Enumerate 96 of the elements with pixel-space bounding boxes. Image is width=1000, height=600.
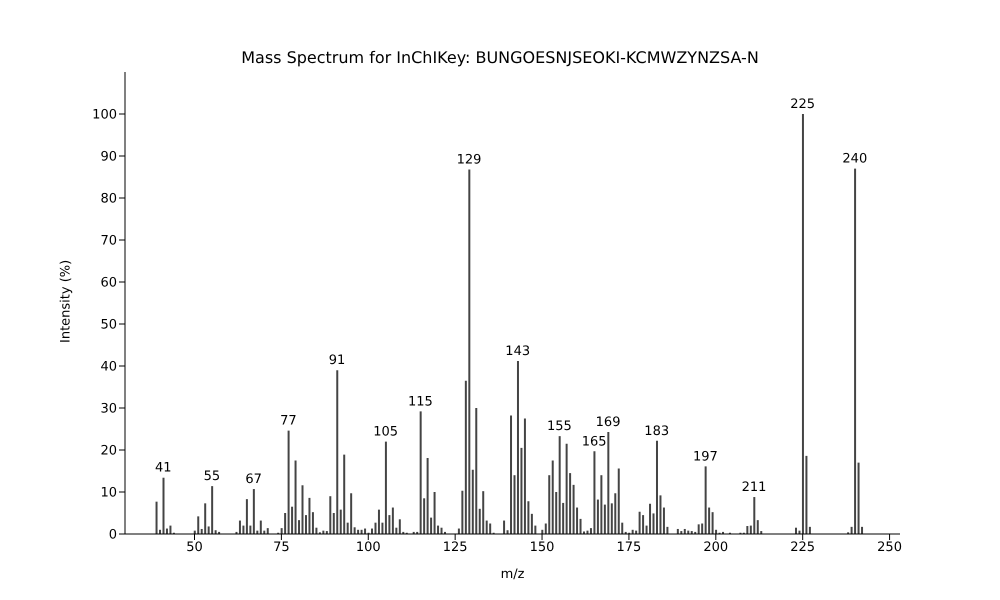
bar [329,496,332,534]
bar [753,497,756,534]
y-tick-label: 10 [100,486,117,501]
bar [468,169,470,534]
bar [392,508,394,534]
bar [434,492,436,534]
bar [197,516,200,534]
y-tick-label: 80 [100,192,117,207]
y-tick-label: 60 [100,276,117,291]
bar [266,528,269,534]
bar [252,489,255,534]
x-tick-label: 50 [186,540,203,556]
annotation: 41 [154,460,172,476]
bar [156,502,158,534]
y-tick-label: 20 [100,444,117,459]
bar [656,440,658,534]
bar [642,515,644,534]
bar [294,460,297,534]
bar [516,360,519,534]
y-tick-label: 40 [100,360,117,375]
bar [854,168,856,534]
bar [350,493,352,534]
bar [524,418,526,534]
annotation: 240 [842,152,868,167]
bar [558,436,561,534]
x-tick-label: 250 [877,540,902,556]
bar [211,486,214,534]
bar [600,475,602,534]
bar [260,520,262,534]
bar [618,468,620,534]
bar [607,432,610,534]
bar [649,504,652,534]
bar [698,524,700,534]
bar [746,526,748,534]
x-tick-label: 175 [616,540,642,556]
bar [162,478,164,534]
bar [238,520,241,534]
annotation: 169 [596,414,620,430]
x-tick-label: 125 [442,540,468,556]
annotation: 77 [280,414,297,429]
bar [336,370,338,534]
bar [676,528,679,534]
y-tick-label: 30 [100,402,117,417]
bar [802,114,804,534]
bar [684,528,686,534]
x-tick-label: 75 [273,540,290,556]
bar [440,528,443,534]
annotation: 211 [742,480,766,496]
annotation: 91 [328,353,346,368]
annotation: 225 [790,97,816,112]
bar [302,485,304,534]
annotation: 197 [692,449,718,464]
bar [795,528,797,534]
x-tick-label: 150 [530,540,554,556]
x-axis-title: m/z [500,567,525,582]
annotation: 129 [456,152,482,168]
y-tick-label: 90 [100,150,117,165]
bar [704,466,707,534]
annotation: 155 [547,419,572,434]
annotation: 105 [373,424,398,440]
bar [343,454,346,534]
bar [364,528,366,534]
bar [288,430,290,534]
bar [566,444,568,534]
x-tick-label: 200 [703,540,728,556]
annotation: 55 [204,469,220,484]
bar [169,526,172,534]
bar [246,499,248,534]
bar [489,524,492,534]
x-tick-label: 100 [356,540,381,556]
annotation: 67 [245,472,262,488]
y-tick-label: 0 [108,528,117,543]
bar [482,491,484,534]
bar [638,512,641,534]
annotation: 115 [408,394,433,410]
bar [593,451,596,534]
y-tick-label: 50 [100,318,117,333]
y-tick-label: 100 [92,108,117,123]
x-tick-label: 225 [790,540,816,556]
bar [378,510,380,534]
y-tick-label: 70 [100,234,117,249]
bar [503,520,506,534]
bar [475,408,478,534]
bar [552,460,554,534]
bar [420,411,422,534]
bar [398,519,401,534]
bar [308,498,310,534]
bar [384,442,387,534]
bar [426,458,429,534]
annotation: 165 [582,434,607,450]
bar [510,416,512,534]
bar [204,503,206,534]
y-axis-title: Intensity (%) [58,260,74,343]
annotation: 183 [644,424,670,439]
annotation: 143 [505,344,530,359]
chart-title: Mass Spectrum for InChIKey: BUNGOESNJSEOKI-KCMWZYNZSA-N [240,48,760,67]
